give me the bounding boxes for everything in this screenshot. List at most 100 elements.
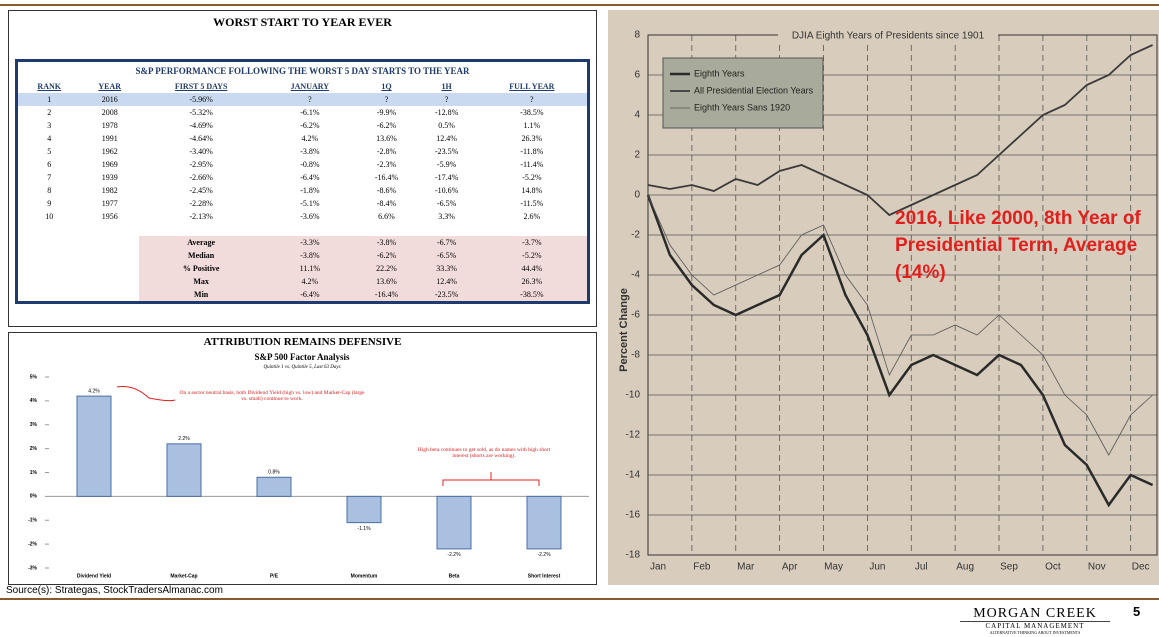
table-cell: 1.1% xyxy=(523,121,541,130)
chart-title: S&P 500 Factor Analysis xyxy=(254,352,350,362)
value-label: -2.2% xyxy=(537,552,551,558)
table-cell: 6 xyxy=(47,160,52,169)
value-label: 2.2% xyxy=(178,436,190,442)
y-axis-label: Percent Change xyxy=(618,288,630,372)
table-cell: 26.3% xyxy=(521,134,543,143)
summary-row: Max 4.2% 13.6% 12.4% 26.3% xyxy=(17,275,589,288)
table-cell: 10 xyxy=(45,212,54,221)
chart-title: DJIA Eighth Years of Presidents since 19… xyxy=(792,31,985,42)
x-tick-label: Dec xyxy=(1132,562,1150,573)
column-header: 1Q xyxy=(381,82,392,91)
value-label: -1.1% xyxy=(357,526,371,532)
column-header: RANK xyxy=(37,82,61,91)
table-cell: 1978 xyxy=(101,121,118,130)
y-tick-label: 2 xyxy=(634,150,640,161)
logo-sub: CAPITAL MANAGEMENT xyxy=(960,621,1110,630)
table-cell: 1 xyxy=(16,93,81,106)
value-label: 0.8% xyxy=(268,470,280,476)
table-row: 9 1977 -2.28% -5.1% -8.4% -6.5% -11.5% xyxy=(17,197,589,210)
bar xyxy=(526,495,562,550)
y-tick-label: 4% xyxy=(30,398,38,404)
summary-cell: 12.4% xyxy=(416,275,477,288)
summary-cell: -6.2% xyxy=(356,249,417,262)
y-tick-label: 6 xyxy=(634,70,640,81)
table-cell: -6.2% xyxy=(376,121,397,130)
table-cell: 14.8% xyxy=(521,186,543,195)
bar-chart: S&P 500 Factor Analysis Quintile 1 vs. Qu… xyxy=(28,352,589,579)
table-cell: 0.5% xyxy=(438,121,455,130)
y-tick-label: 5% xyxy=(30,374,38,380)
summary-cell: -3.8% xyxy=(356,236,417,249)
y-tick-label: 2% xyxy=(30,446,38,452)
x-tick-label: Jul xyxy=(915,562,928,573)
summary-cell: -6.4% xyxy=(263,288,357,303)
table-cell: 2 xyxy=(47,108,52,117)
x-tick-label: Short Interest xyxy=(528,573,561,579)
bracket xyxy=(442,472,540,486)
table-cell: 12.4% xyxy=(436,134,457,143)
table-row: 8 1982 -2.45% -1.8% -8.6% -10.6% 14.8% xyxy=(17,184,589,197)
bar xyxy=(256,476,292,497)
y-tick-label: -6 xyxy=(631,310,640,321)
table-cell: -5.1% xyxy=(300,199,320,208)
column-header: FULL YEAR xyxy=(509,82,555,91)
y-tick-label: -1% xyxy=(28,518,37,524)
table-row: 3 1978 -4.69% -6.2% -6.2% 0.5% 1.1% xyxy=(17,119,589,132)
table-cell: 5 xyxy=(47,147,52,156)
value-label: -2.2% xyxy=(447,552,461,558)
legend-box xyxy=(662,57,824,129)
table-cell: -6.4% xyxy=(300,173,320,182)
table-cell: 1982 xyxy=(101,186,118,195)
table-cell: ? xyxy=(476,93,589,106)
summary-cell: -16.4% xyxy=(356,288,417,303)
series-line xyxy=(647,44,1153,217)
table-cell: ? xyxy=(263,93,357,106)
table-cell: 1962 xyxy=(101,147,118,156)
table-cell: -6.2% xyxy=(300,121,320,130)
logo: MORGAN CREEK xyxy=(973,606,1097,621)
x-tick-label: Sep xyxy=(1000,562,1018,573)
table-cell: -38.5% xyxy=(520,108,544,117)
column-header: JANUARY xyxy=(290,82,330,91)
blank-cell xyxy=(17,236,81,249)
table-cell: -1.8% xyxy=(300,186,320,195)
y-tick-label: 8 xyxy=(634,30,640,41)
table-cell: -11.8% xyxy=(520,147,544,156)
table-cell: 2008 xyxy=(101,108,118,117)
blank-cell xyxy=(80,236,139,249)
summary-cell: -3.8% xyxy=(263,249,357,262)
summary-cell: -5.2% xyxy=(476,249,589,262)
bar xyxy=(346,495,382,524)
x-tick-label: Aug xyxy=(956,562,974,573)
column-header: YEAR xyxy=(98,82,122,91)
title-bg xyxy=(778,30,998,42)
y-tick-label: 0% xyxy=(30,494,38,500)
table-cell: -5.96% xyxy=(139,93,264,106)
table-cell: -5.2% xyxy=(522,173,542,182)
bar xyxy=(436,495,472,550)
table-cell: -2.3% xyxy=(376,160,397,169)
table-cell: ? xyxy=(416,93,477,106)
series-line xyxy=(647,194,1153,456)
table-row: 6 1969 -2.95% -0.8% -2.3% -5.9% -11.4% xyxy=(17,158,589,171)
y-tick-label: -18 xyxy=(626,550,641,561)
table-cell: -2.8% xyxy=(376,147,397,156)
y-tick-label: -14 xyxy=(626,470,641,481)
line-chart: -18 -16 -14 -12 -10 -8 -6 -4 -2 0 2 4 6 8 Jan Feb Mar Apr… xyxy=(608,10,1159,585)
table-cell: -4.69% xyxy=(189,121,213,130)
summary-cell: 13.6% xyxy=(356,275,417,288)
x-tick-label: May xyxy=(824,562,843,573)
table-row: 4 1991 -4.64% 4.2% 13.6% 12.4% 26.3% xyxy=(17,132,589,145)
summary-cell: -23.5% xyxy=(416,288,477,303)
table-cell: -8.4% xyxy=(376,199,397,208)
table-cell: 1956 xyxy=(101,212,118,221)
table-cell: 1939 xyxy=(101,173,118,182)
x-tick-label: Nov xyxy=(1088,562,1106,573)
table-cell: 1969 xyxy=(101,160,118,169)
table-cell: 8 xyxy=(47,186,52,195)
table-row: 2 2008 -5.32% -6.1% -9.9% -12.8% -38.5% xyxy=(17,106,589,119)
y-tick-label: -12 xyxy=(626,430,641,441)
y-tick-label: -2 xyxy=(631,230,640,241)
table-cell: 2.6% xyxy=(523,212,541,221)
table-cell: -9.9% xyxy=(376,108,397,117)
